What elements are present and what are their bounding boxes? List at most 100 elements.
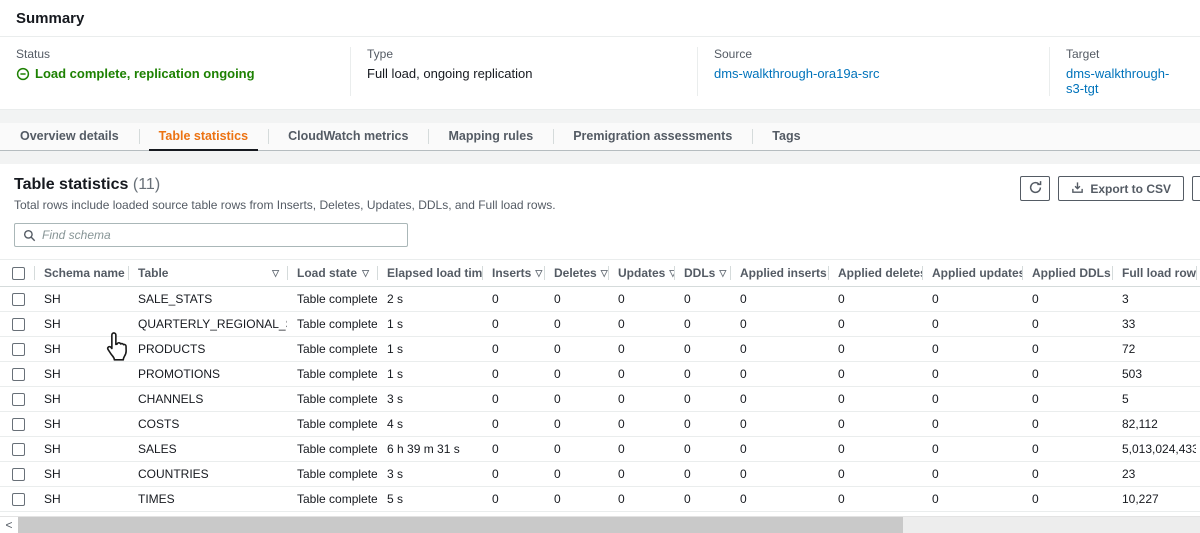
row-checkbox[interactable]: [12, 393, 25, 406]
table-row[interactable]: SHPRODUCTSTable completed1 s0000000072: [0, 337, 1200, 362]
cell-elapsed: 3 s: [377, 387, 482, 412]
cell-applied-updates: 0: [922, 287, 1022, 312]
cell-schema: SH: [34, 412, 128, 437]
tab-bar: Overview detailsTable statisticsCloudWat…: [0, 123, 1200, 151]
column-header-inserts[interactable]: Inserts▽: [482, 260, 544, 287]
cell-applied-inserts: 0: [730, 362, 828, 387]
find-schema-input[interactable]: [42, 228, 399, 242]
table-row[interactable]: SHCOSTSTable completed4 s0000000082,112: [0, 412, 1200, 437]
column-header-elapsed-load-time[interactable]: Elapsed load time▽: [377, 260, 482, 287]
row-checkbox[interactable]: [12, 293, 25, 306]
column-header-table[interactable]: Table▽: [128, 260, 287, 287]
table-row[interactable]: SHSALESTable completed6 h 39 m 31 s00000…: [0, 437, 1200, 462]
cell-applied-updates: 0: [922, 337, 1022, 362]
summary-link[interactable]: dms-walkthrough-s3-tgt: [1066, 66, 1184, 96]
row-checkbox[interactable]: [12, 443, 25, 456]
row-checkbox[interactable]: [12, 468, 25, 481]
column-header-load-state[interactable]: Load state▽: [287, 260, 377, 287]
column-header-deletes[interactable]: Deletes▽: [544, 260, 608, 287]
column-header-updates[interactable]: Updates▽: [608, 260, 674, 287]
row-checkbox[interactable]: [12, 318, 25, 331]
tab-tags[interactable]: Tags: [752, 123, 820, 150]
table-row[interactable]: SHTIMESTable completed5 s0000000010,227: [0, 487, 1200, 512]
row-select-cell: [0, 462, 34, 487]
cell-elapsed: 5 s: [377, 487, 482, 512]
column-header-label: Applied DDLs: [1032, 266, 1111, 280]
cell-applied-updates: 0: [922, 387, 1022, 412]
row-checkbox[interactable]: [12, 418, 25, 431]
summary-field-status: StatusLoad complete, replication ongoing: [0, 47, 350, 96]
select-all-checkbox[interactable]: [12, 267, 25, 280]
summary-link[interactable]: dms-walkthrough-ora19a-src: [714, 66, 1033, 81]
column-header-label: Elapsed load time: [387, 266, 482, 280]
row-checkbox[interactable]: [12, 493, 25, 506]
filter-icon[interactable]: ▽: [362, 268, 369, 279]
tab-overview-details[interactable]: Overview details: [0, 123, 139, 150]
scrollbar-thumb[interactable]: [18, 517, 903, 533]
filter-icon[interactable]: ▽: [601, 268, 608, 279]
preferences-button-partial[interactable]: [1192, 176, 1200, 201]
summary-title: Summary: [0, 0, 1200, 37]
cell-applied-inserts: 0: [730, 437, 828, 462]
table-row[interactable]: SHSALE_STATSTable completed2 s000000003: [0, 287, 1200, 312]
cell-applied-ddls: 0: [1022, 312, 1112, 337]
scrollbar-track[interactable]: [18, 517, 1200, 533]
cell-applied-deletes: 0: [828, 287, 922, 312]
cell-applied-inserts: 0: [730, 312, 828, 337]
cell-partial: [1196, 287, 1200, 312]
column-header-content: Inserts▽: [492, 266, 536, 280]
column-header-partial: [1196, 260, 1200, 287]
tab-cloudwatch-metrics[interactable]: CloudWatch metrics: [268, 123, 428, 150]
cell-inserts: 0: [482, 287, 544, 312]
filter-icon[interactable]: ▽: [535, 268, 542, 279]
panel-count: (11): [133, 176, 160, 193]
export-to-csv-button[interactable]: Export to CSV: [1058, 176, 1184, 201]
column-header-ddls[interactable]: DDLs▽: [674, 260, 730, 287]
cell-table: COSTS: [128, 412, 287, 437]
column-header-content: Table▽: [138, 266, 279, 280]
column-header-applied-ddls[interactable]: Applied DDLs▽: [1022, 260, 1112, 287]
table-row[interactable]: SHCHANNELSTable completed3 s000000005: [0, 387, 1200, 412]
summary-field-label: Source: [714, 47, 1033, 61]
cell-ddls: 0: [674, 462, 730, 487]
cell-updates: 0: [608, 437, 674, 462]
scroll-left-button[interactable]: <: [0, 517, 18, 533]
cell-full-load-rows: 10,227: [1112, 487, 1196, 512]
tab-premigration-assessments[interactable]: Premigration assessments: [553, 123, 752, 150]
row-checkbox[interactable]: [12, 343, 25, 356]
search-icon: [23, 229, 36, 242]
cell-deletes: 0: [544, 462, 608, 487]
summary-field-label: Type: [367, 47, 681, 61]
column-header-applied-updates[interactable]: Applied updates▽: [922, 260, 1022, 287]
column-header-applied-inserts[interactable]: Applied inserts▽: [730, 260, 828, 287]
cell-updates: 0: [608, 412, 674, 437]
column-header-content: Applied DDLs▽: [1032, 266, 1104, 280]
summary-card: Summary StatusLoad complete, replication…: [0, 0, 1200, 110]
tab-mapping-rules[interactable]: Mapping rules: [428, 123, 553, 150]
column-header-schema-name[interactable]: Schema name▽: [34, 260, 128, 287]
column-header-content: Full load rows▽: [1122, 266, 1188, 280]
table-row[interactable]: SHPROMOTIONSTable completed1 s0000000050…: [0, 362, 1200, 387]
row-select-cell: [0, 312, 34, 337]
filter-icon[interactable]: ▽: [272, 268, 279, 279]
cell-deletes: 0: [544, 437, 608, 462]
row-checkbox[interactable]: [12, 368, 25, 381]
column-header-full-load-rows[interactable]: Full load rows▽: [1112, 260, 1196, 287]
cell-applied-ddls: 0: [1022, 287, 1112, 312]
table-row[interactable]: SHQUARTERLY_REGIONAL_SALESTable complete…: [0, 312, 1200, 337]
filter-icon[interactable]: ▽: [719, 268, 726, 279]
cell-partial: [1196, 462, 1200, 487]
refresh-button[interactable]: [1020, 176, 1050, 201]
download-icon: [1071, 181, 1084, 197]
row-select-cell: [0, 387, 34, 412]
tab-table-statistics[interactable]: Table statistics: [139, 123, 268, 150]
cell-inserts: 0: [482, 462, 544, 487]
cell-full-load-rows: 23: [1112, 462, 1196, 487]
cell-applied-ddls: 0: [1022, 362, 1112, 387]
table-row[interactable]: SHCOUNTRIESTable completed3 s0000000023: [0, 462, 1200, 487]
cell-applied-deletes: 0: [828, 387, 922, 412]
column-header-content: Schema name▽: [44, 266, 120, 280]
chevron-left-icon: <: [5, 518, 12, 532]
column-header-applied-deletes[interactable]: Applied deletes▽: [828, 260, 922, 287]
cell-partial: [1196, 487, 1200, 512]
